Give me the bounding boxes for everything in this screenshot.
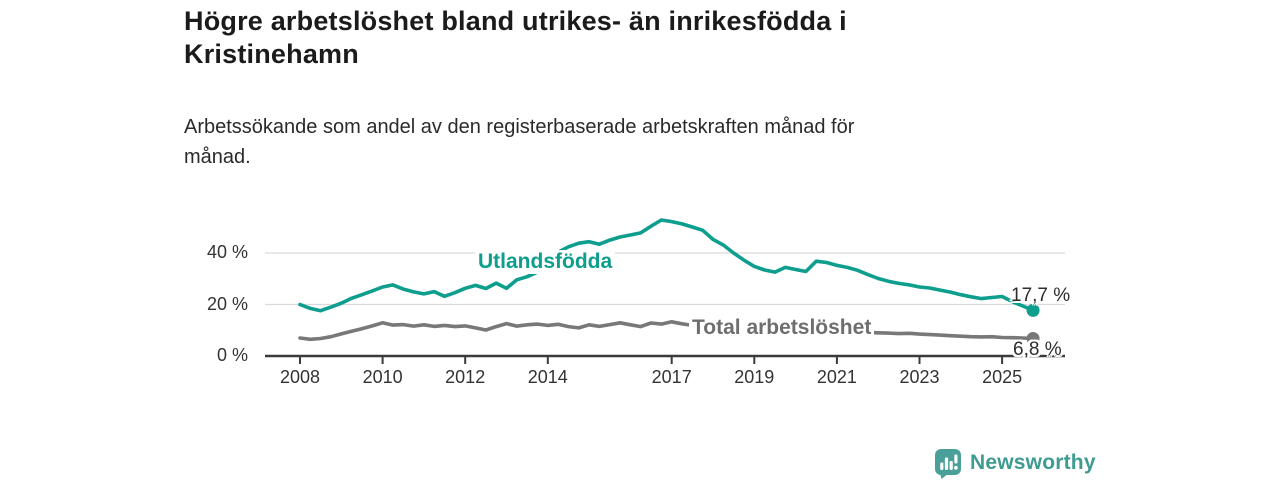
newsworthy-wordmark: Newsworthy bbox=[970, 451, 1096, 474]
x-tick-label: 2023 bbox=[899, 367, 940, 387]
x-tick-label: 2008 bbox=[279, 367, 321, 387]
newsworthy-bar-chart-bubble-icon bbox=[935, 448, 961, 479]
x-tick-label: 2010 bbox=[362, 367, 403, 387]
newsworthy-logo: Newsworthy bbox=[934, 448, 1096, 479]
y-tick-label: 0 % bbox=[216, 345, 248, 365]
x-tick-label: 2025 bbox=[982, 367, 1023, 387]
series-end-dot-0 bbox=[1026, 303, 1040, 317]
chart-title-line1: Högre arbetslöshet bland utrikes- än inr… bbox=[184, 6, 847, 36]
series-line-0 bbox=[298, 218, 1035, 313]
y-tick-label: 40 % bbox=[206, 242, 248, 262]
end-value-label-utlandsfodda: 17,7 % bbox=[1011, 285, 1071, 306]
chart-title-line2: Kristinehamn bbox=[184, 39, 359, 69]
y-tick-label: 20 % bbox=[206, 293, 248, 314]
chart-subtitle-line1: Arbetssökande som andel av den registerb… bbox=[184, 116, 855, 138]
end-value-label-total-arbetsloshet: 6,8 % bbox=[1013, 339, 1062, 360]
x-tick-label: 2012 bbox=[445, 367, 486, 387]
series-line-1 bbox=[298, 319, 1035, 342]
series-label-total-arbetsloshet: Total arbetslöshet bbox=[689, 316, 875, 340]
chart-title: Högre arbetslöshet bland utrikes- än inr… bbox=[184, 5, 1084, 71]
series-end-dot-1 bbox=[1026, 331, 1040, 345]
x-tick-label: 2017 bbox=[651, 367, 692, 387]
x-tick-label: 2019 bbox=[734, 367, 775, 387]
chart-subtitle-line2: månad. bbox=[184, 146, 251, 168]
chart-subtitle: Arbetssökande som andel av den registerb… bbox=[184, 112, 1084, 172]
x-tick-label: 2014 bbox=[527, 367, 568, 387]
series-label-utlandsfodda: Utlandsfödda bbox=[475, 250, 616, 274]
x-tick-label: 2021 bbox=[816, 367, 857, 387]
